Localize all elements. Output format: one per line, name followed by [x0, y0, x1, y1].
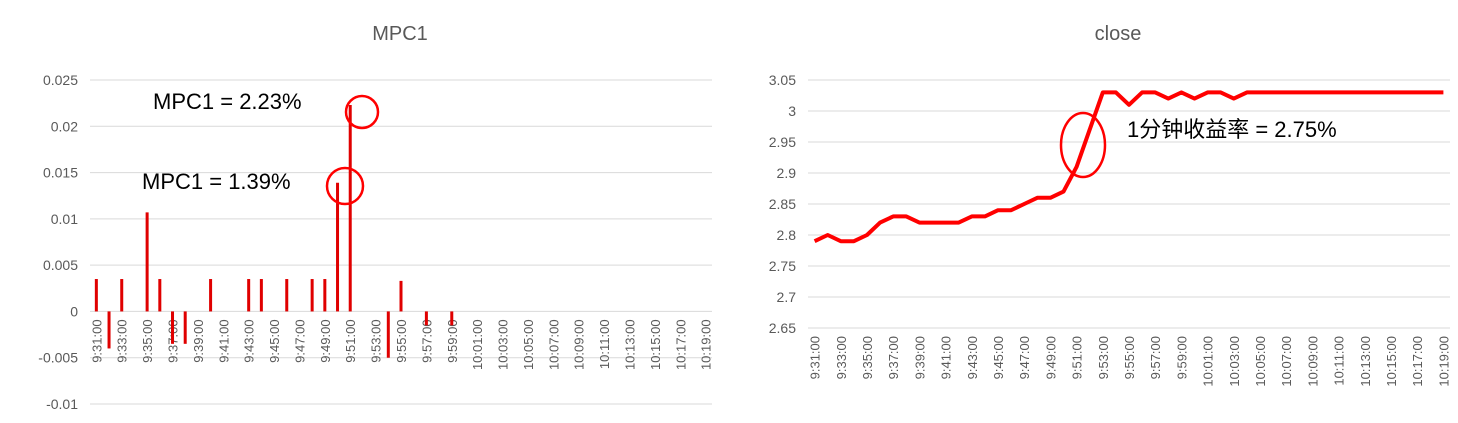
line	[813, 90, 1444, 244]
x-tick-label: 10:09:00	[572, 319, 587, 370]
x-tick-label: 9:47:00	[1017, 336, 1032, 379]
y-tick-label: 2.75	[769, 258, 796, 274]
x-tick-label: 9:31:00	[89, 319, 104, 362]
x-tick-label: 10:05:00	[1253, 336, 1268, 387]
x-tick-label: 9:33:00	[834, 336, 849, 379]
x-tick-label: 10:11:00	[1332, 336, 1347, 386]
x-tick-label: 9:31:00	[808, 336, 823, 379]
x-tick-label: 10:15:00	[1384, 336, 1399, 387]
annotation: MPC1 = 1.39%	[142, 169, 291, 194]
x-tick-label: 9:57:00	[1148, 336, 1163, 379]
x-tick-label: 10:19:00	[1436, 336, 1451, 387]
x-tick-label: 9:35:00	[140, 319, 155, 362]
x-tick-label: 10:05:00	[521, 319, 536, 370]
x-tick-label: 9:39:00	[191, 319, 206, 362]
x-tick-label: 10:15:00	[648, 319, 663, 370]
x-tick-label: 9:45:00	[267, 319, 282, 362]
x-tick-label: 9:41:00	[216, 319, 231, 362]
x-tick-label: 10:17:00	[1410, 336, 1425, 387]
y-tick-label: 2.7	[777, 289, 797, 305]
x-tick-label: 9:49:00	[318, 319, 333, 362]
y-tick-label: 0.005	[43, 257, 78, 273]
y-tick-label: -0.01	[46, 396, 78, 412]
bar	[209, 279, 213, 312]
bar	[285, 279, 289, 312]
x-tick-label: 9:33:00	[115, 319, 130, 362]
x-tick-label: 9:43:00	[242, 319, 257, 362]
x-tick-label: 9:55:00	[394, 319, 409, 362]
y-tick-label: 0	[70, 303, 78, 319]
bar	[120, 279, 124, 312]
x-tick-label: 10:13:00	[622, 319, 637, 370]
x-tick-label: 10:11:00	[597, 319, 612, 369]
bar	[259, 279, 263, 312]
y-tick-label: -0.005	[38, 350, 78, 366]
annotation: 1分钟收益率 = 2.75%	[1127, 117, 1337, 142]
y-tick-label: 2.95	[769, 134, 796, 150]
bar	[94, 279, 98, 312]
bar	[323, 279, 327, 312]
annotation-circle	[344, 94, 380, 130]
x-tick-label: 9:53:00	[1096, 336, 1111, 379]
x-tick-label: 10:01:00	[1201, 336, 1216, 387]
y-tick-label: 2.9	[777, 165, 797, 181]
chart-title: MPC1	[372, 23, 428, 45]
annotation: MPC1 = 2.23%	[153, 89, 302, 114]
x-tick-label: 10:19:00	[699, 319, 714, 370]
bar	[183, 311, 187, 344]
x-tick-label: 10:07:00	[1279, 336, 1294, 387]
x-tick-label: 9:55:00	[1122, 336, 1137, 379]
y-tick-label: 2.8	[777, 227, 797, 243]
x-tick-label: 9:59:00	[1174, 336, 1189, 379]
x-tick-label: 9:57:00	[419, 319, 434, 362]
bar	[336, 182, 340, 312]
y-tick-label: 0.015	[43, 165, 78, 181]
bar	[247, 279, 251, 312]
bar	[348, 104, 352, 312]
x-tick-label: 10:17:00	[673, 319, 688, 370]
bar	[310, 279, 314, 312]
bar	[399, 280, 403, 312]
bar	[107, 311, 111, 349]
x-tick-label: 9:39:00	[912, 336, 927, 379]
x-tick-label: 10:03:00	[1227, 336, 1242, 387]
x-tick-label: 9:41:00	[939, 336, 954, 379]
bar	[450, 311, 454, 326]
x-tick-label: 9:37:00	[886, 336, 901, 379]
y-tick-label: 3.05	[769, 72, 796, 88]
x-tick-label: 9:47:00	[292, 319, 307, 362]
annotation-circle	[1059, 111, 1107, 179]
y-tick-label: 2.65	[769, 320, 796, 336]
x-tick-label: 10:09:00	[1305, 336, 1320, 387]
x-tick-label: 10:13:00	[1358, 336, 1373, 387]
y-tick-label: 3	[788, 103, 796, 119]
x-tick-label: 9:53:00	[369, 319, 384, 362]
x-tick-label: 9:45:00	[991, 336, 1006, 379]
y-tick-label: 0.025	[43, 72, 78, 88]
y-tick-label: 2.85	[769, 196, 796, 212]
x-tick-label: 9:51:00	[1070, 336, 1085, 379]
x-tick-label: 10:07:00	[546, 319, 561, 370]
x-tick-label: 9:43:00	[965, 336, 980, 379]
y-tick-label: 0.01	[51, 211, 78, 227]
bar	[158, 279, 162, 312]
x-tick-label: 9:35:00	[860, 336, 875, 379]
annotation-circle	[325, 166, 365, 206]
x-tick-label: 10:01:00	[470, 319, 485, 370]
bar	[424, 311, 428, 326]
x-tick-label: 9:49:00	[1043, 336, 1058, 379]
bar	[145, 212, 149, 312]
x-tick-label: 9:59:00	[445, 319, 460, 362]
x-tick-label: 10:03:00	[496, 319, 511, 370]
bar	[386, 311, 390, 358]
bar	[171, 311, 175, 344]
y-tick-label: 0.02	[51, 118, 78, 134]
x-tick-label: 9:51:00	[343, 319, 358, 362]
chart-title: close	[1095, 23, 1142, 45]
